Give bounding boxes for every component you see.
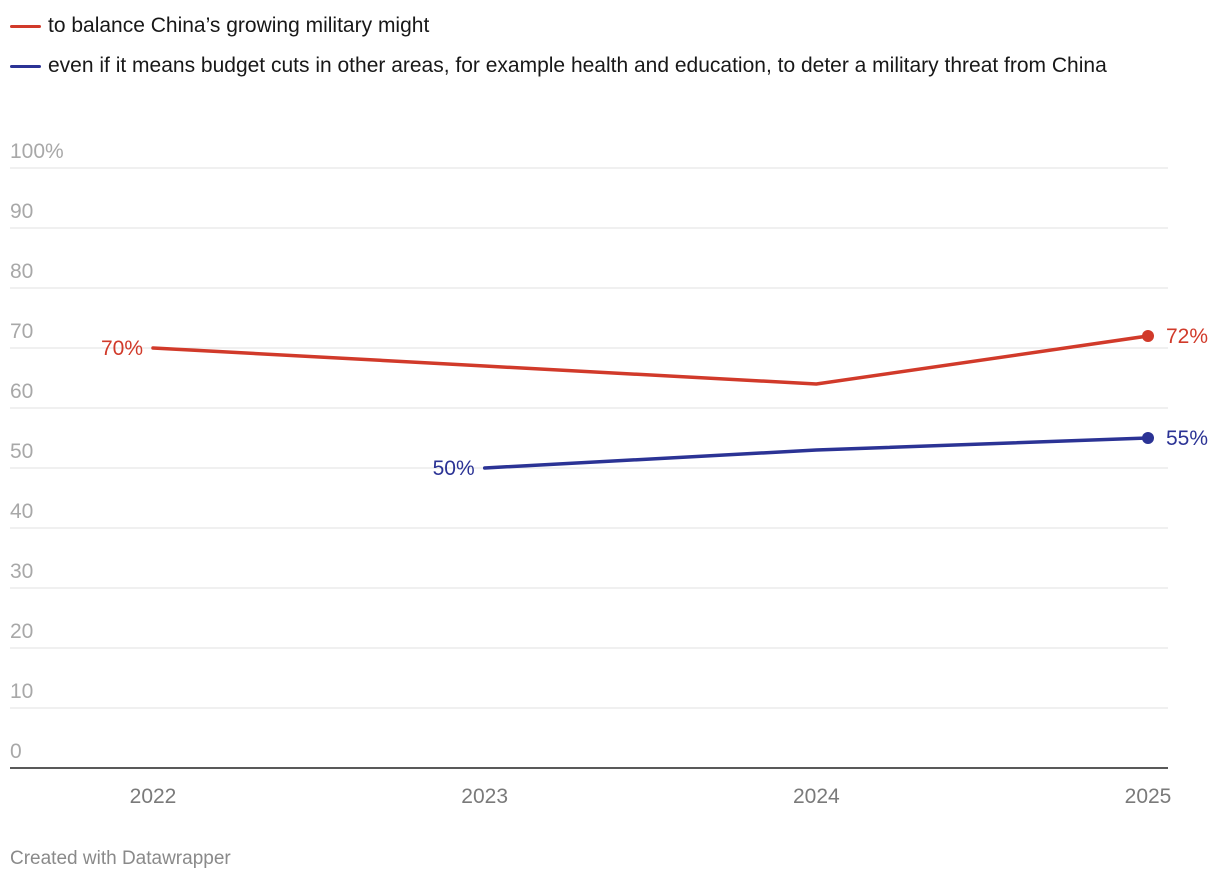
data-label-1-2025: 55%: [1166, 427, 1208, 450]
y-tick-label-20: 20: [10, 620, 33, 643]
series-line-0: [151, 334, 1150, 386]
y-tick-label-90: 90: [10, 200, 33, 223]
y-tick-label-10: 10: [10, 680, 33, 703]
y-tick-label-40: 40: [10, 500, 33, 523]
legend-item-budget-cuts: even if it means budget cuts in other ar…: [10, 50, 1210, 82]
legend-item-military-might: to balance China’s growing military migh…: [10, 10, 1210, 42]
legend-swatch-red: [10, 25, 41, 28]
x-tick-label-2024: 2024: [793, 785, 840, 808]
legend: to balance China’s growing military migh…: [10, 10, 1210, 90]
y-tick-label-50: 50: [10, 440, 33, 463]
y-tick-label-100: 100%: [10, 140, 64, 163]
series-line-1: [482, 436, 1150, 470]
y-tick-label-60: 60: [10, 380, 33, 403]
x-tick-label-2023: 2023: [461, 785, 508, 808]
data-label-1-2023: 50%: [433, 457, 475, 480]
data-label-0-2025: 72%: [1166, 325, 1208, 348]
legend-swatch-blue: [10, 65, 41, 68]
y-tick-label-30: 30: [10, 560, 33, 583]
data-point-marker-0-2025: [1142, 330, 1154, 342]
footer-credit: Created with Datawrapper: [10, 848, 231, 869]
x-tick-label-2025: 2025: [1125, 785, 1172, 808]
data-point-marker-1-2025: [1142, 432, 1154, 444]
y-tick-label-0: 0: [10, 740, 22, 763]
legend-label-budget-cuts: even if it means budget cuts in other ar…: [48, 54, 1107, 77]
y-tick-label-70: 70: [10, 320, 33, 343]
x-tick-label-2022: 2022: [130, 785, 177, 808]
data-label-0-2022: 70%: [101, 337, 143, 360]
legend-label-military-might: to balance China’s growing military migh…: [48, 14, 430, 37]
y-tick-label-80: 80: [10, 260, 33, 283]
